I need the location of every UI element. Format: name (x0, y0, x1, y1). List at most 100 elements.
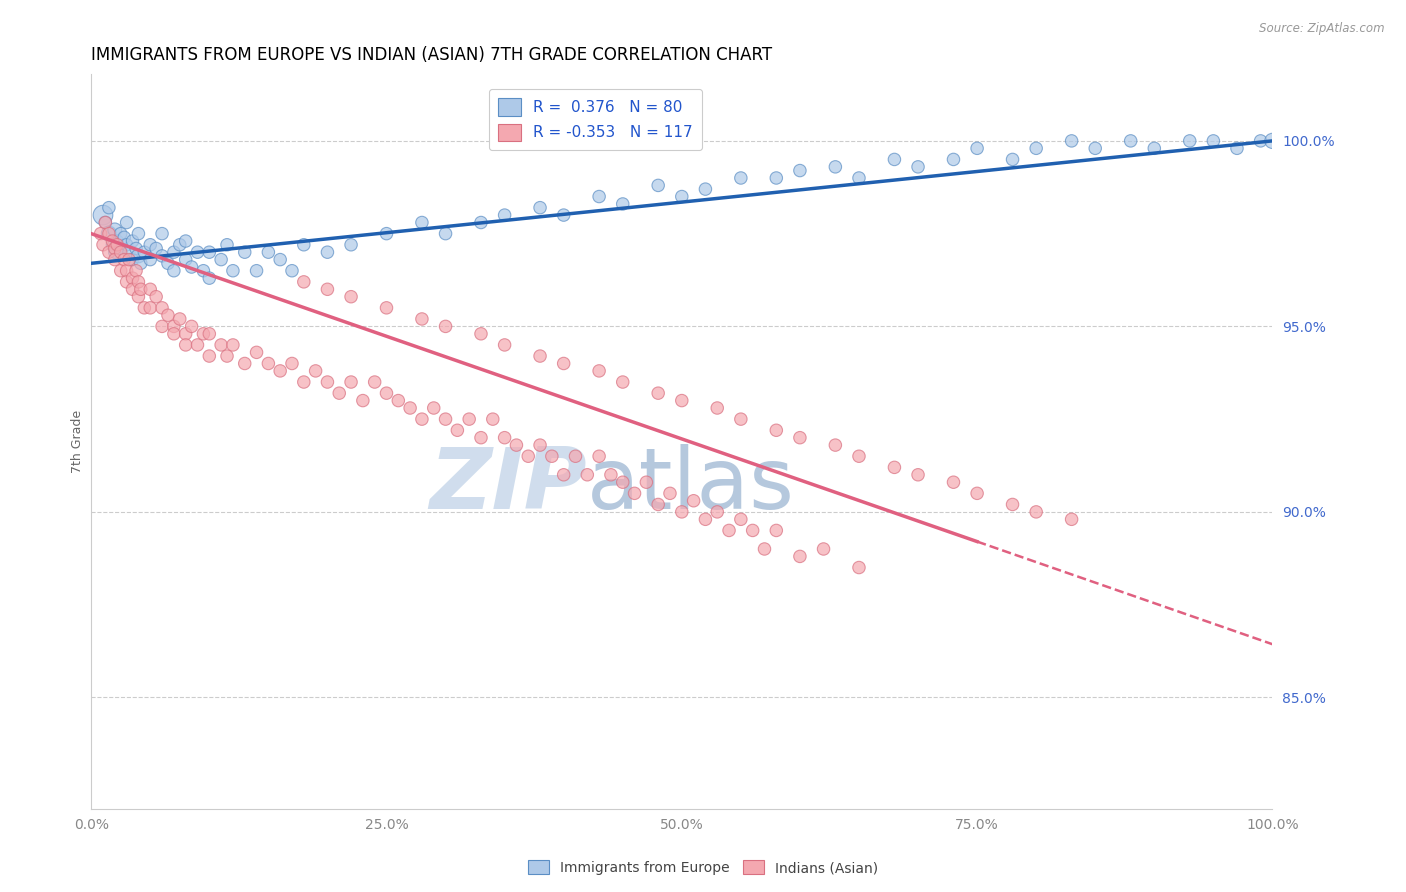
Point (422, 401, 444, 415)
Point (765, 423, 787, 437)
Point (883, 460, 905, 475)
Point (121, 234, 143, 248)
Point (97, 227, 120, 241)
Point (824, 438, 846, 452)
Point (145, 290, 167, 304)
Text: ZIP: ZIP (430, 444, 588, 527)
Point (481, 412, 503, 426)
Point (682, 493, 704, 508)
Point (316, 375, 339, 389)
Point (494, 431, 516, 445)
Point (623, 486, 645, 500)
Point (127, 227, 149, 241)
Point (127, 290, 149, 304)
Point (612, 375, 634, 389)
Point (718, 524, 741, 538)
Point (434, 412, 457, 426)
Point (1025, 505, 1047, 519)
Point (115, 237, 138, 252)
Point (730, 412, 752, 426)
Point (198, 245, 221, 260)
Point (387, 393, 409, 408)
Point (600, 467, 623, 482)
Point (966, 486, 988, 500)
Point (671, 393, 693, 408)
Point (104, 223, 127, 237)
Point (150, 319, 173, 334)
Legend: Immigrants from Europe, Indians (Asian): Immigrants from Europe, Indians (Asian) (522, 855, 884, 880)
Text: IMMIGRANTS FROM EUROPE VS INDIAN (ASIAN) 7TH GRADE CORRELATION CHART: IMMIGRANTS FROM EUROPE VS INDIAN (ASIAN)… (91, 46, 772, 64)
Point (505, 438, 527, 452)
Point (529, 349, 551, 363)
Point (304, 364, 326, 378)
Point (434, 319, 457, 334)
Point (198, 271, 221, 285)
Point (292, 237, 315, 252)
Point (494, 338, 516, 352)
Point (139, 237, 162, 252)
Point (564, 449, 586, 463)
Point (1143, 141, 1166, 155)
Point (754, 541, 776, 556)
Point (966, 141, 988, 155)
Point (129, 282, 152, 296)
Point (848, 449, 870, 463)
Point (789, 431, 811, 445)
Point (94, 215, 117, 229)
Point (163, 245, 186, 260)
Point (375, 386, 398, 401)
Point (659, 486, 682, 500)
Point (706, 401, 728, 415)
Point (257, 356, 280, 370)
Point (588, 449, 610, 463)
Point (588, 364, 610, 378)
Point (193, 326, 215, 341)
Point (90, 227, 112, 241)
Point (150, 227, 173, 241)
Point (789, 549, 811, 564)
Point (121, 282, 143, 296)
Text: atlas: atlas (588, 444, 796, 527)
Point (94, 215, 117, 229)
Point (765, 524, 787, 538)
Point (883, 153, 905, 167)
Point (340, 290, 363, 304)
Point (134, 301, 156, 315)
Point (134, 245, 156, 260)
Point (411, 215, 433, 229)
Point (1001, 153, 1024, 167)
Point (281, 356, 304, 370)
Point (553, 356, 575, 370)
Point (163, 326, 186, 341)
Point (741, 524, 763, 538)
Point (163, 264, 186, 278)
Point (553, 208, 575, 222)
Point (434, 227, 457, 241)
Point (352, 393, 374, 408)
Point (233, 245, 256, 260)
Point (529, 201, 551, 215)
Point (1250, 134, 1272, 148)
Point (97, 245, 120, 260)
Point (470, 431, 492, 445)
Point (1060, 134, 1083, 148)
Point (104, 245, 127, 260)
Point (163, 319, 186, 334)
Point (1084, 141, 1107, 155)
Point (233, 356, 256, 370)
Point (411, 312, 433, 326)
Point (399, 401, 422, 415)
Point (118, 245, 141, 260)
Point (636, 475, 658, 490)
Point (730, 512, 752, 526)
Point (411, 412, 433, 426)
Point (1226, 141, 1249, 155)
Point (316, 245, 339, 260)
Point (110, 245, 132, 260)
Point (375, 227, 398, 241)
Point (942, 153, 965, 167)
Point (125, 242, 148, 256)
Point (706, 505, 728, 519)
Point (328, 386, 350, 401)
Point (730, 171, 752, 186)
